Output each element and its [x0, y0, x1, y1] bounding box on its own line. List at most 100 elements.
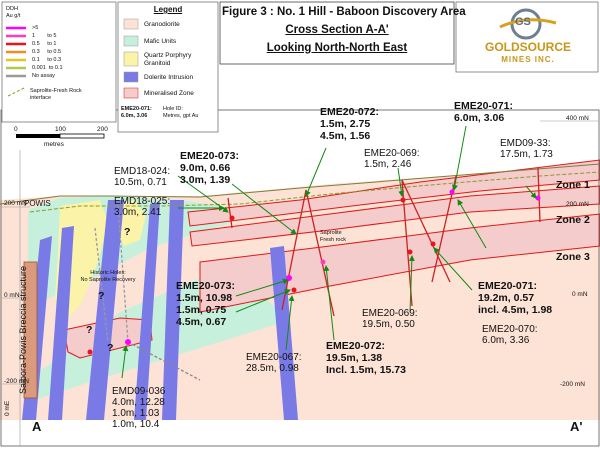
- legend-item-label: Granitoid: [144, 60, 171, 67]
- callout-line: [323, 265, 335, 341]
- historic-holes-note: Historic Holes:: [90, 270, 126, 276]
- drill-label: EME20-073: 9.0m, 0.66 3.0m, 1.39: [180, 150, 239, 186]
- assay-marker: [291, 287, 297, 293]
- ddh-legend-swatches: [6, 26, 26, 78]
- assay-intercepts: [87, 189, 541, 355]
- assay-marker: [400, 197, 406, 203]
- ddh-legend-title: DDH: [6, 6, 18, 12]
- callout-line: [457, 199, 487, 249]
- scale-tick: 100: [55, 126, 66, 133]
- callout-line: [235, 278, 289, 297]
- callout-line: [451, 125, 467, 191]
- topography-line: [0, 163, 600, 205]
- ddh-legend-range: 0.001 to 0.1: [32, 65, 63, 71]
- breccia-label: Saibora-Powis Breccia structure: [18, 265, 28, 394]
- section-title: Cross Section A-A': [285, 24, 389, 36]
- zone1-envelope: [187, 159, 600, 227]
- scale-bar-white: [59, 133, 105, 139]
- saprolite-note: Fresh rock: [320, 237, 346, 243]
- drill-label: EME20-071: 6.0m, 3.06: [454, 100, 513, 124]
- swatch-mafic: [123, 35, 139, 47]
- interface-label: Saprolite-Fresh Rock: [30, 88, 82, 94]
- ddh-legend-range: 1 to 5: [32, 33, 57, 39]
- legend-hole-id-label: Hole ID:: [163, 106, 183, 112]
- drill-label: EMD09-33: 17.5m, 1.73: [500, 138, 553, 160]
- historic-holes-note: No Saprolite Recovery: [80, 277, 136, 283]
- unknown-marker: ?: [107, 342, 114, 354]
- callout-line: [285, 295, 295, 351]
- assay-marker: [125, 339, 131, 345]
- zone3-envelope: [199, 213, 600, 313]
- swatch-mineralised: [123, 87, 139, 99]
- elevation-label-right: 0 mN: [572, 291, 588, 298]
- drill-hole-trace: [127, 341, 201, 381]
- ddh-legend-range: 0.5 to 1: [32, 41, 57, 47]
- place-powis: POWIS: [24, 199, 51, 208]
- easting-label: 0 mE: [4, 400, 11, 416]
- zone-label-3: Zone 3: [556, 251, 590, 263]
- ddh-legend-range: 0.1 to 0.3: [32, 57, 62, 63]
- section-frame: [0, 109, 600, 447]
- legend-swatches: [123, 18, 139, 99]
- view-direction: Looking North-North East: [266, 42, 408, 54]
- logo-mark-letters: GS: [515, 16, 531, 28]
- unknown-marker: ?: [86, 324, 93, 336]
- assay-marker: [430, 241, 436, 247]
- goldsource-logo-mark: [499, 8, 557, 40]
- assay-marker: [320, 259, 326, 265]
- unknown-marker: ?: [98, 290, 105, 302]
- dolerite-dyke: [270, 246, 298, 420]
- legend-title: Legend: [153, 5, 183, 14]
- drill-hole-trace: [117, 204, 129, 343]
- callout-line: [408, 255, 415, 313]
- legend-item-label: Quartz Porphyry: [144, 52, 192, 59]
- ddh-legend-unit: Au g/t: [6, 13, 21, 19]
- section-end-a: A: [32, 419, 42, 434]
- callout-line: [235, 289, 291, 313]
- assay-marker: [87, 349, 93, 355]
- title-box: [219, 1, 455, 65]
- scale-bar-black: [16, 134, 60, 138]
- drill-label: EME20-069: 1.5m, 2.46: [364, 148, 420, 170]
- ddh-legend-range: >5: [32, 25, 39, 31]
- callout-line: [525, 185, 537, 199]
- elevation-label-left: -200 mN: [4, 378, 29, 385]
- callout-line: [231, 183, 297, 235]
- breccia-column: [23, 261, 38, 399]
- unknown-marker: ?: [124, 226, 131, 238]
- legend-item-label: Mafic Units: [144, 38, 177, 45]
- drill-label: EMD18-024: 10.5m, 0.71: [114, 166, 171, 188]
- section-end-a-prime: A': [570, 419, 583, 434]
- legend-hole-example-values: 6.0m, 3.06: [121, 113, 148, 119]
- callout-line: [305, 147, 327, 197]
- drill-label: EME20-069: 19.5m, 0.50: [362, 308, 418, 330]
- figure-title: Figure 3 : No. 1 Hill - Baboon Discovery…: [222, 6, 466, 18]
- drill-hole-trace: [537, 167, 541, 223]
- swatch-dolerite: [123, 71, 139, 83]
- drill-label: EMD18-025: 3.0m, 2.41: [114, 196, 171, 218]
- elevation-label-left: 0 mN: [4, 292, 20, 299]
- legend-item-label: Dolerite Intrusion: [144, 74, 194, 81]
- dolerite-dyke: [48, 226, 74, 420]
- drill-label: EME20-073: 1.5m, 10.98 1.5m, 0.75 4.5m, 0.6…: [176, 280, 235, 328]
- logo-swoosh: [499, 18, 557, 29]
- elevation-label-right: 200 mN: [566, 201, 589, 208]
- drill-label: EME20-072: 19.5m, 1.38 Incl. 1.5m, 15.73: [326, 340, 406, 376]
- elevation-label-right: -200 mN: [560, 381, 585, 388]
- saprolite-note: Saprolite: [320, 230, 342, 236]
- callout-lines: [121, 125, 537, 379]
- legend-item-label: Granodiorite: [144, 21, 180, 28]
- drill-hole-trace: [227, 197, 233, 229]
- elevation-gridlines: [2, 120, 598, 385]
- legend-hole-units-label: Metres, gpt Au: [163, 113, 199, 119]
- swatch-granodiorite: [123, 18, 139, 30]
- saprolite-fresh-rock-interface: [29, 171, 600, 213]
- ddh-legend-range: 0.3 to 0.5: [32, 49, 62, 55]
- drill-hole-trace: [401, 179, 451, 283]
- callout-line: [397, 167, 405, 197]
- elevation-label-right: 400 mN: [566, 115, 589, 122]
- ddh-legend-panel: [1, 1, 117, 123]
- swatch-porphyry: [123, 51, 139, 67]
